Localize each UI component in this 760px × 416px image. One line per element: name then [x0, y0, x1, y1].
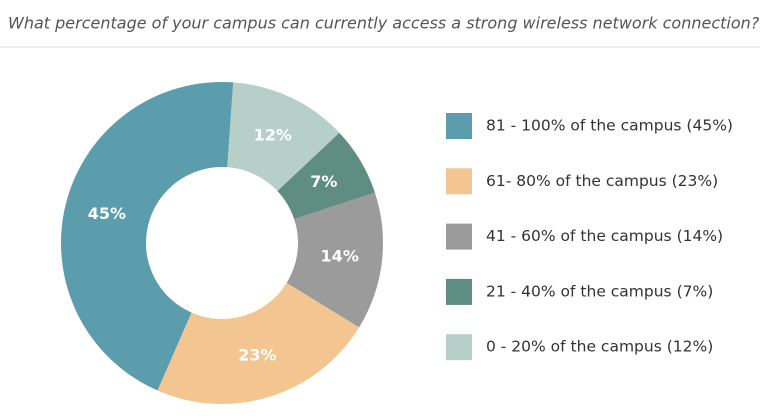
legend-label: 0 - 20% of the campus (12%) — [486, 338, 713, 356]
donut-slice — [227, 82, 340, 191]
legend-label: 81 - 100% of the campus (45%) — [486, 117, 733, 135]
slice-label: 45% — [88, 204, 126, 223]
donut-slice — [157, 282, 360, 404]
legend-swatch — [446, 223, 472, 250]
slice-label: 12% — [254, 125, 292, 144]
slice-label: 23% — [238, 346, 276, 365]
donut-slice — [61, 82, 234, 391]
legend-label: 61- 80% of the campus (23%) — [486, 172, 718, 190]
donut-slice — [286, 192, 384, 328]
legend-swatch — [446, 278, 472, 305]
legend-swatch — [446, 113, 472, 139]
slice-label: 7% — [310, 172, 337, 191]
legend-label: 41 - 60% of the campus (14%) — [486, 227, 723, 245]
legend-swatch — [446, 334, 472, 361]
legend-label: 21 - 40% of the campus (7%) — [486, 282, 713, 300]
donut-slice — [277, 132, 375, 220]
chart-title: What percentage of your campus can curre… — [8, 14, 760, 33]
legend-swatch — [446, 168, 472, 195]
slice-label: 14% — [321, 246, 359, 265]
